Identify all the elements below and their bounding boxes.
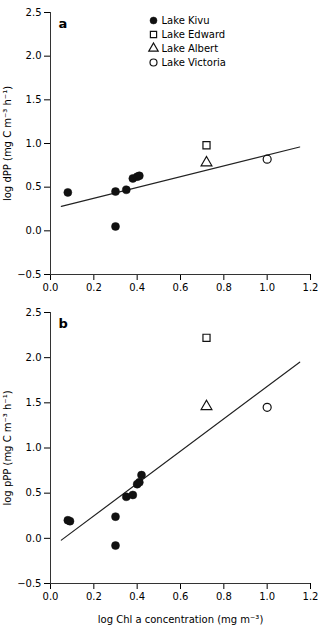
svg-text:1.0: 1.0	[259, 282, 275, 293]
svg-text:1.0: 1.0	[26, 442, 42, 453]
svg-text:0.4: 0.4	[129, 591, 145, 602]
svg-text:Lake Victoria: Lake Victoria	[162, 57, 226, 68]
svg-text:0.0: 0.0	[43, 591, 59, 602]
svg-text:0.5: 0.5	[26, 181, 42, 192]
svg-text:Lake Kivu: Lake Kivu	[162, 15, 210, 26]
svg-text:0.5: 0.5	[26, 487, 42, 498]
svg-text:0.0: 0.0	[26, 533, 42, 544]
svg-text:1.0: 1.0	[259, 591, 275, 602]
svg-text:log Chl a concentration (mg m⁻: log Chl a concentration (mg m⁻³)	[98, 614, 264, 625]
svg-text:a: a	[59, 16, 68, 31]
svg-text:1.5: 1.5	[26, 94, 42, 105]
svg-text:log pPP (mg C m⁻³ h⁻¹): log pPP (mg C m⁻³ h⁻¹)	[2, 390, 13, 505]
svg-text:1.2: 1.2	[303, 591, 319, 602]
svg-text:Lake Albert: Lake Albert	[162, 43, 219, 54]
svg-text:2.5: 2.5	[26, 7, 42, 18]
svg-text:0.6: 0.6	[173, 591, 189, 602]
svg-text:0.0: 0.0	[26, 225, 42, 236]
svg-text:2.0: 2.0	[26, 352, 42, 363]
svg-text:0.2: 0.2	[86, 591, 102, 602]
svg-text:0.8: 0.8	[216, 282, 232, 293]
svg-text:−0.5: −0.5	[17, 269, 41, 280]
svg-text:1.0: 1.0	[26, 138, 42, 149]
svg-text:0.8: 0.8	[216, 591, 232, 602]
svg-text:0.0: 0.0	[43, 282, 59, 293]
svg-text:0.6: 0.6	[173, 282, 189, 293]
svg-text:Lake Edward: Lake Edward	[162, 29, 226, 40]
svg-text:1.5: 1.5	[26, 397, 42, 408]
svg-text:1.2: 1.2	[303, 282, 319, 293]
svg-text:b: b	[59, 316, 68, 331]
svg-text:2.0: 2.0	[26, 50, 42, 61]
svg-text:log dPP (mg C m⁻³ h⁻¹): log dPP (mg C m⁻³ h⁻¹)	[2, 86, 13, 201]
svg-text:0.2: 0.2	[86, 282, 102, 293]
svg-text:−0.5: −0.5	[17, 578, 41, 589]
svg-text:2.5: 2.5	[26, 307, 42, 318]
svg-text:0.4: 0.4	[129, 282, 145, 293]
